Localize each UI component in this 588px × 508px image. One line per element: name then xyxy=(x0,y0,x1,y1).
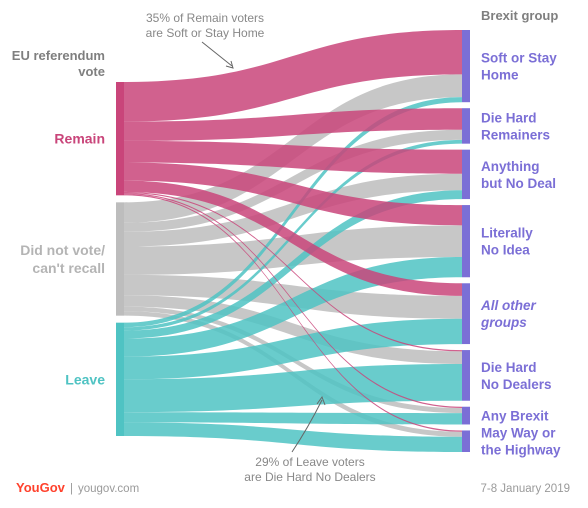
right-axis-title: Brexit group xyxy=(481,8,558,23)
flow-remain-to-may-way-or-the-highway xyxy=(124,194,462,432)
node-target-any-brexit xyxy=(462,406,470,425)
node-target-anything-but-no-deal xyxy=(462,149,470,200)
node-target-die-hard-no-dealers xyxy=(462,350,470,401)
node-source-did-not-vote-can-t-recall xyxy=(116,202,124,316)
annotation-remain: 35% of Remain voters are Soft or Stay Hom… xyxy=(146,11,265,40)
annotation-leave-arrow xyxy=(291,399,323,453)
flow-did-not-vote-can-t-recall-to-literally-no-idea xyxy=(124,225,462,275)
node-source-remain xyxy=(116,82,124,196)
target-label-literally-no-idea: Literally No Idea xyxy=(481,226,533,258)
flow-did-not-vote-can-t-recall-to-die-hard-remainers xyxy=(124,129,462,232)
node-target-soft-or-stay-home xyxy=(462,30,470,103)
flow-remain-to-die-hard-no-dealers xyxy=(124,191,462,352)
source-label-did-not-vote-can-t-recall: Did not vote/can't recall xyxy=(20,242,105,276)
node-layer xyxy=(116,30,470,452)
annotation-remain-arrow xyxy=(201,41,233,67)
target-label-all-other-groups: All other groups xyxy=(480,298,536,330)
source-label-remain: Remain xyxy=(54,131,105,147)
flow-layer xyxy=(124,30,462,452)
target-label-soft-or-stay-home: Soft or Stay Home xyxy=(481,51,557,83)
node-target-all-other-groups xyxy=(462,283,470,345)
footer-site: yougov.com xyxy=(78,483,139,495)
flow-leave-to-anything-but-no-deal xyxy=(124,190,462,339)
flow-remain-to-all-other-groups xyxy=(124,180,462,296)
flow-did-not-vote-can-t-recall-to-all-other-groups xyxy=(124,274,462,319)
node-target-die-hard-remainers xyxy=(462,108,470,144)
left-axis-title: EU referendum vote xyxy=(12,48,105,79)
flow-remain-to-literally-no-idea xyxy=(124,162,462,226)
yougov-logo: YouGov xyxy=(16,480,66,495)
annotation-leave: 29% of Leave voters are Die Hard No Deale… xyxy=(244,455,375,484)
label-layer: Remain Did not vote/can't recall Leave Soft… xyxy=(12,8,561,458)
node-source-leave xyxy=(116,322,124,436)
flow-leave-to-any-brexit xyxy=(124,412,462,425)
flow-leave-to-may-way-or-the-highway xyxy=(124,422,462,452)
flow-remain-to-any-brexit xyxy=(124,193,462,408)
source-label-leave: Leave xyxy=(65,371,105,387)
flow-leave-to-soft-or-stay-home xyxy=(124,97,462,328)
target-label-any-brexit: Any Brexit xyxy=(481,409,549,424)
annotation-layer: 35% of Remain voters are Soft or Stay Hom… xyxy=(146,11,376,484)
target-label-anything-but-no-deal: Anything but No Deal xyxy=(481,159,556,191)
target-label-die-hard-remainers: Die Hard Remainers xyxy=(481,110,550,142)
footer-date: 7-8 January 2019 xyxy=(480,483,570,495)
target-label-die-hard-no-dealers: Die Hard No Dealers xyxy=(481,360,552,392)
footer: YouGov | yougov.com 7-8 January 2019 xyxy=(16,480,570,495)
flow-remain-to-die-hard-remainers xyxy=(124,108,462,141)
node-target-may-way-or-the-highway xyxy=(462,430,470,452)
annotation-remain-arrowhead xyxy=(225,60,234,69)
annotation-leave-arrowhead xyxy=(316,395,326,406)
flow-leave-to-die-hard-no-dealers xyxy=(124,364,462,413)
node-target-literally-no-idea xyxy=(462,205,470,278)
footer-separator: | xyxy=(70,483,73,495)
flow-remain-to-anything-but-no-deal xyxy=(124,140,462,174)
flow-remain-to-soft-or-stay-home xyxy=(124,30,462,122)
target-label-may-way-or-the-highway: May Way or the Highway xyxy=(481,426,561,458)
